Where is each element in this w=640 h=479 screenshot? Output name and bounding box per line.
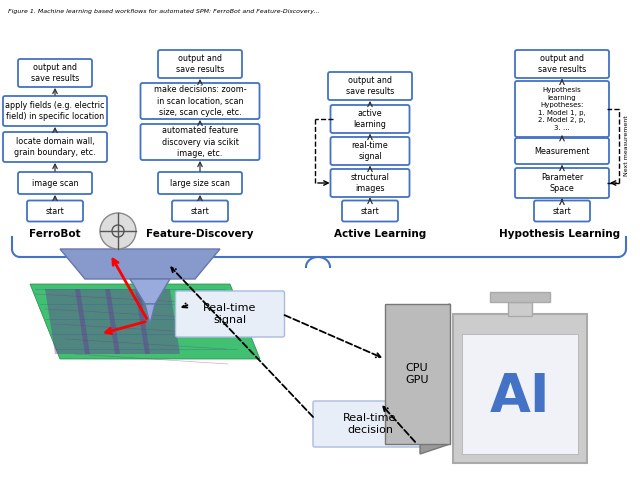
- Text: automated feature
discovery via scikit
image, etc.: automated feature discovery via scikit i…: [161, 126, 239, 158]
- FancyBboxPatch shape: [330, 105, 410, 133]
- Text: active
learning: active learning: [353, 109, 387, 129]
- FancyBboxPatch shape: [141, 83, 259, 119]
- FancyBboxPatch shape: [515, 168, 609, 198]
- Text: Measurement: Measurement: [534, 147, 589, 156]
- Text: Next measurement: Next measurement: [623, 115, 628, 176]
- Polygon shape: [105, 289, 150, 354]
- Polygon shape: [135, 289, 180, 354]
- Polygon shape: [420, 304, 450, 454]
- Text: structural
images: structural images: [351, 173, 389, 193]
- FancyBboxPatch shape: [158, 172, 242, 194]
- FancyBboxPatch shape: [328, 72, 412, 100]
- FancyBboxPatch shape: [462, 334, 578, 454]
- FancyBboxPatch shape: [490, 292, 550, 302]
- Text: AI: AI: [490, 371, 550, 423]
- Polygon shape: [130, 279, 170, 304]
- Text: Hypothesis Learning: Hypothesis Learning: [499, 229, 621, 239]
- Text: Parameter
Space: Parameter Space: [541, 173, 583, 193]
- FancyBboxPatch shape: [3, 132, 107, 162]
- Text: CPU
GPU: CPU GPU: [405, 363, 429, 385]
- Text: Feature-Discovery: Feature-Discovery: [147, 229, 253, 239]
- FancyBboxPatch shape: [18, 59, 92, 87]
- Polygon shape: [75, 289, 120, 354]
- Text: output and
save results: output and save results: [31, 63, 79, 83]
- FancyBboxPatch shape: [313, 401, 427, 447]
- FancyBboxPatch shape: [385, 304, 450, 444]
- FancyBboxPatch shape: [515, 50, 609, 78]
- FancyBboxPatch shape: [515, 81, 609, 137]
- FancyBboxPatch shape: [27, 201, 83, 221]
- FancyBboxPatch shape: [330, 137, 410, 165]
- FancyBboxPatch shape: [342, 201, 398, 221]
- Text: Real-time
decision: Real-time decision: [343, 413, 397, 435]
- Text: FerroBot: FerroBot: [29, 229, 81, 239]
- Text: locate domain wall,
grain boundary, etc.: locate domain wall, grain boundary, etc.: [14, 137, 96, 157]
- Text: output and
save results: output and save results: [176, 54, 224, 74]
- FancyBboxPatch shape: [158, 50, 242, 78]
- Text: output and
save results: output and save results: [538, 54, 586, 74]
- FancyBboxPatch shape: [453, 314, 587, 463]
- FancyBboxPatch shape: [18, 172, 92, 194]
- Text: Figure 1. Machine learning based workflows for automated SPM: FerroBot and Featu: Figure 1. Machine learning based workflo…: [8, 9, 319, 13]
- FancyBboxPatch shape: [175, 291, 285, 337]
- Circle shape: [100, 213, 136, 249]
- FancyBboxPatch shape: [3, 96, 107, 126]
- Text: real-time
signal: real-time signal: [351, 141, 388, 161]
- Text: Hypothesis
learning
Hypotheses:
1. Model 1, p,
2. Model 2, p,
3. ...: Hypothesis learning Hypotheses: 1. Model…: [538, 87, 586, 131]
- FancyBboxPatch shape: [172, 201, 228, 221]
- FancyBboxPatch shape: [330, 169, 410, 197]
- FancyBboxPatch shape: [141, 124, 259, 160]
- Text: output and
save results: output and save results: [346, 76, 394, 96]
- Polygon shape: [45, 289, 90, 354]
- Text: apply fields (e.g. electric
field) in specific location: apply fields (e.g. electric field) in sp…: [5, 101, 105, 121]
- Polygon shape: [60, 249, 220, 279]
- FancyBboxPatch shape: [515, 138, 609, 164]
- Text: start: start: [360, 206, 380, 216]
- Text: start: start: [45, 206, 65, 216]
- Text: start: start: [191, 206, 209, 216]
- Text: make decisions: zoom-
in scan location, scan
size, scan cycle, etc.: make decisions: zoom- in scan location, …: [154, 85, 246, 116]
- FancyBboxPatch shape: [508, 302, 532, 316]
- Text: image scan: image scan: [32, 179, 78, 187]
- Text: start: start: [552, 206, 572, 216]
- Polygon shape: [30, 284, 260, 359]
- Text: large size scan: large size scan: [170, 179, 230, 187]
- FancyBboxPatch shape: [534, 201, 590, 221]
- Polygon shape: [145, 304, 155, 324]
- Text: Real-time
signal: Real-time signal: [204, 303, 257, 325]
- Text: Active Learning: Active Learning: [334, 229, 426, 239]
